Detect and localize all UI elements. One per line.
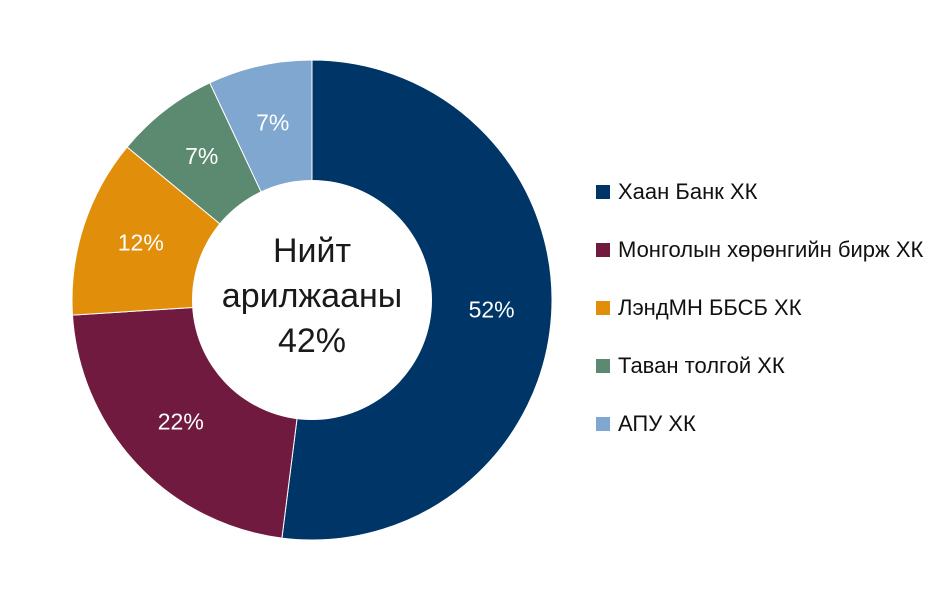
legend: Хаан Банк ХК Монголын хөрөнгийн бирж ХК Лэ… xyxy=(596,179,924,436)
slice-label-3: 12% xyxy=(118,229,164,255)
legend-swatch-1 xyxy=(596,185,610,199)
slice-labels: 52% 22% 12% 7% 7% xyxy=(118,109,515,434)
legend-label-5: АПУ ХК xyxy=(618,411,696,436)
legend-label-2: Монголын хөрөнгийн бирж ХК xyxy=(618,237,924,262)
center-label-line-3: 42% xyxy=(278,322,346,360)
slice-label-2: 22% xyxy=(158,408,204,434)
center-label-line-2: арилжааны xyxy=(222,277,402,315)
donut-hole xyxy=(192,180,432,420)
slice-label-1: 52% xyxy=(469,296,515,322)
legend-swatch-3 xyxy=(596,301,610,315)
legend-label-1: Хаан Банк ХК xyxy=(618,179,758,204)
center-label-line-1: Нийт xyxy=(273,232,351,270)
slice-label-5: 7% xyxy=(256,109,289,135)
legend-swatch-2 xyxy=(596,243,610,257)
legend-label-4: Таван толгой ХК xyxy=(618,353,785,378)
slice-label-4: 7% xyxy=(185,143,218,169)
legend-swatch-5 xyxy=(596,417,610,431)
legend-swatch-4 xyxy=(596,359,610,373)
legend-label-3: ЛэндМН ББСБ ХК xyxy=(618,295,802,320)
